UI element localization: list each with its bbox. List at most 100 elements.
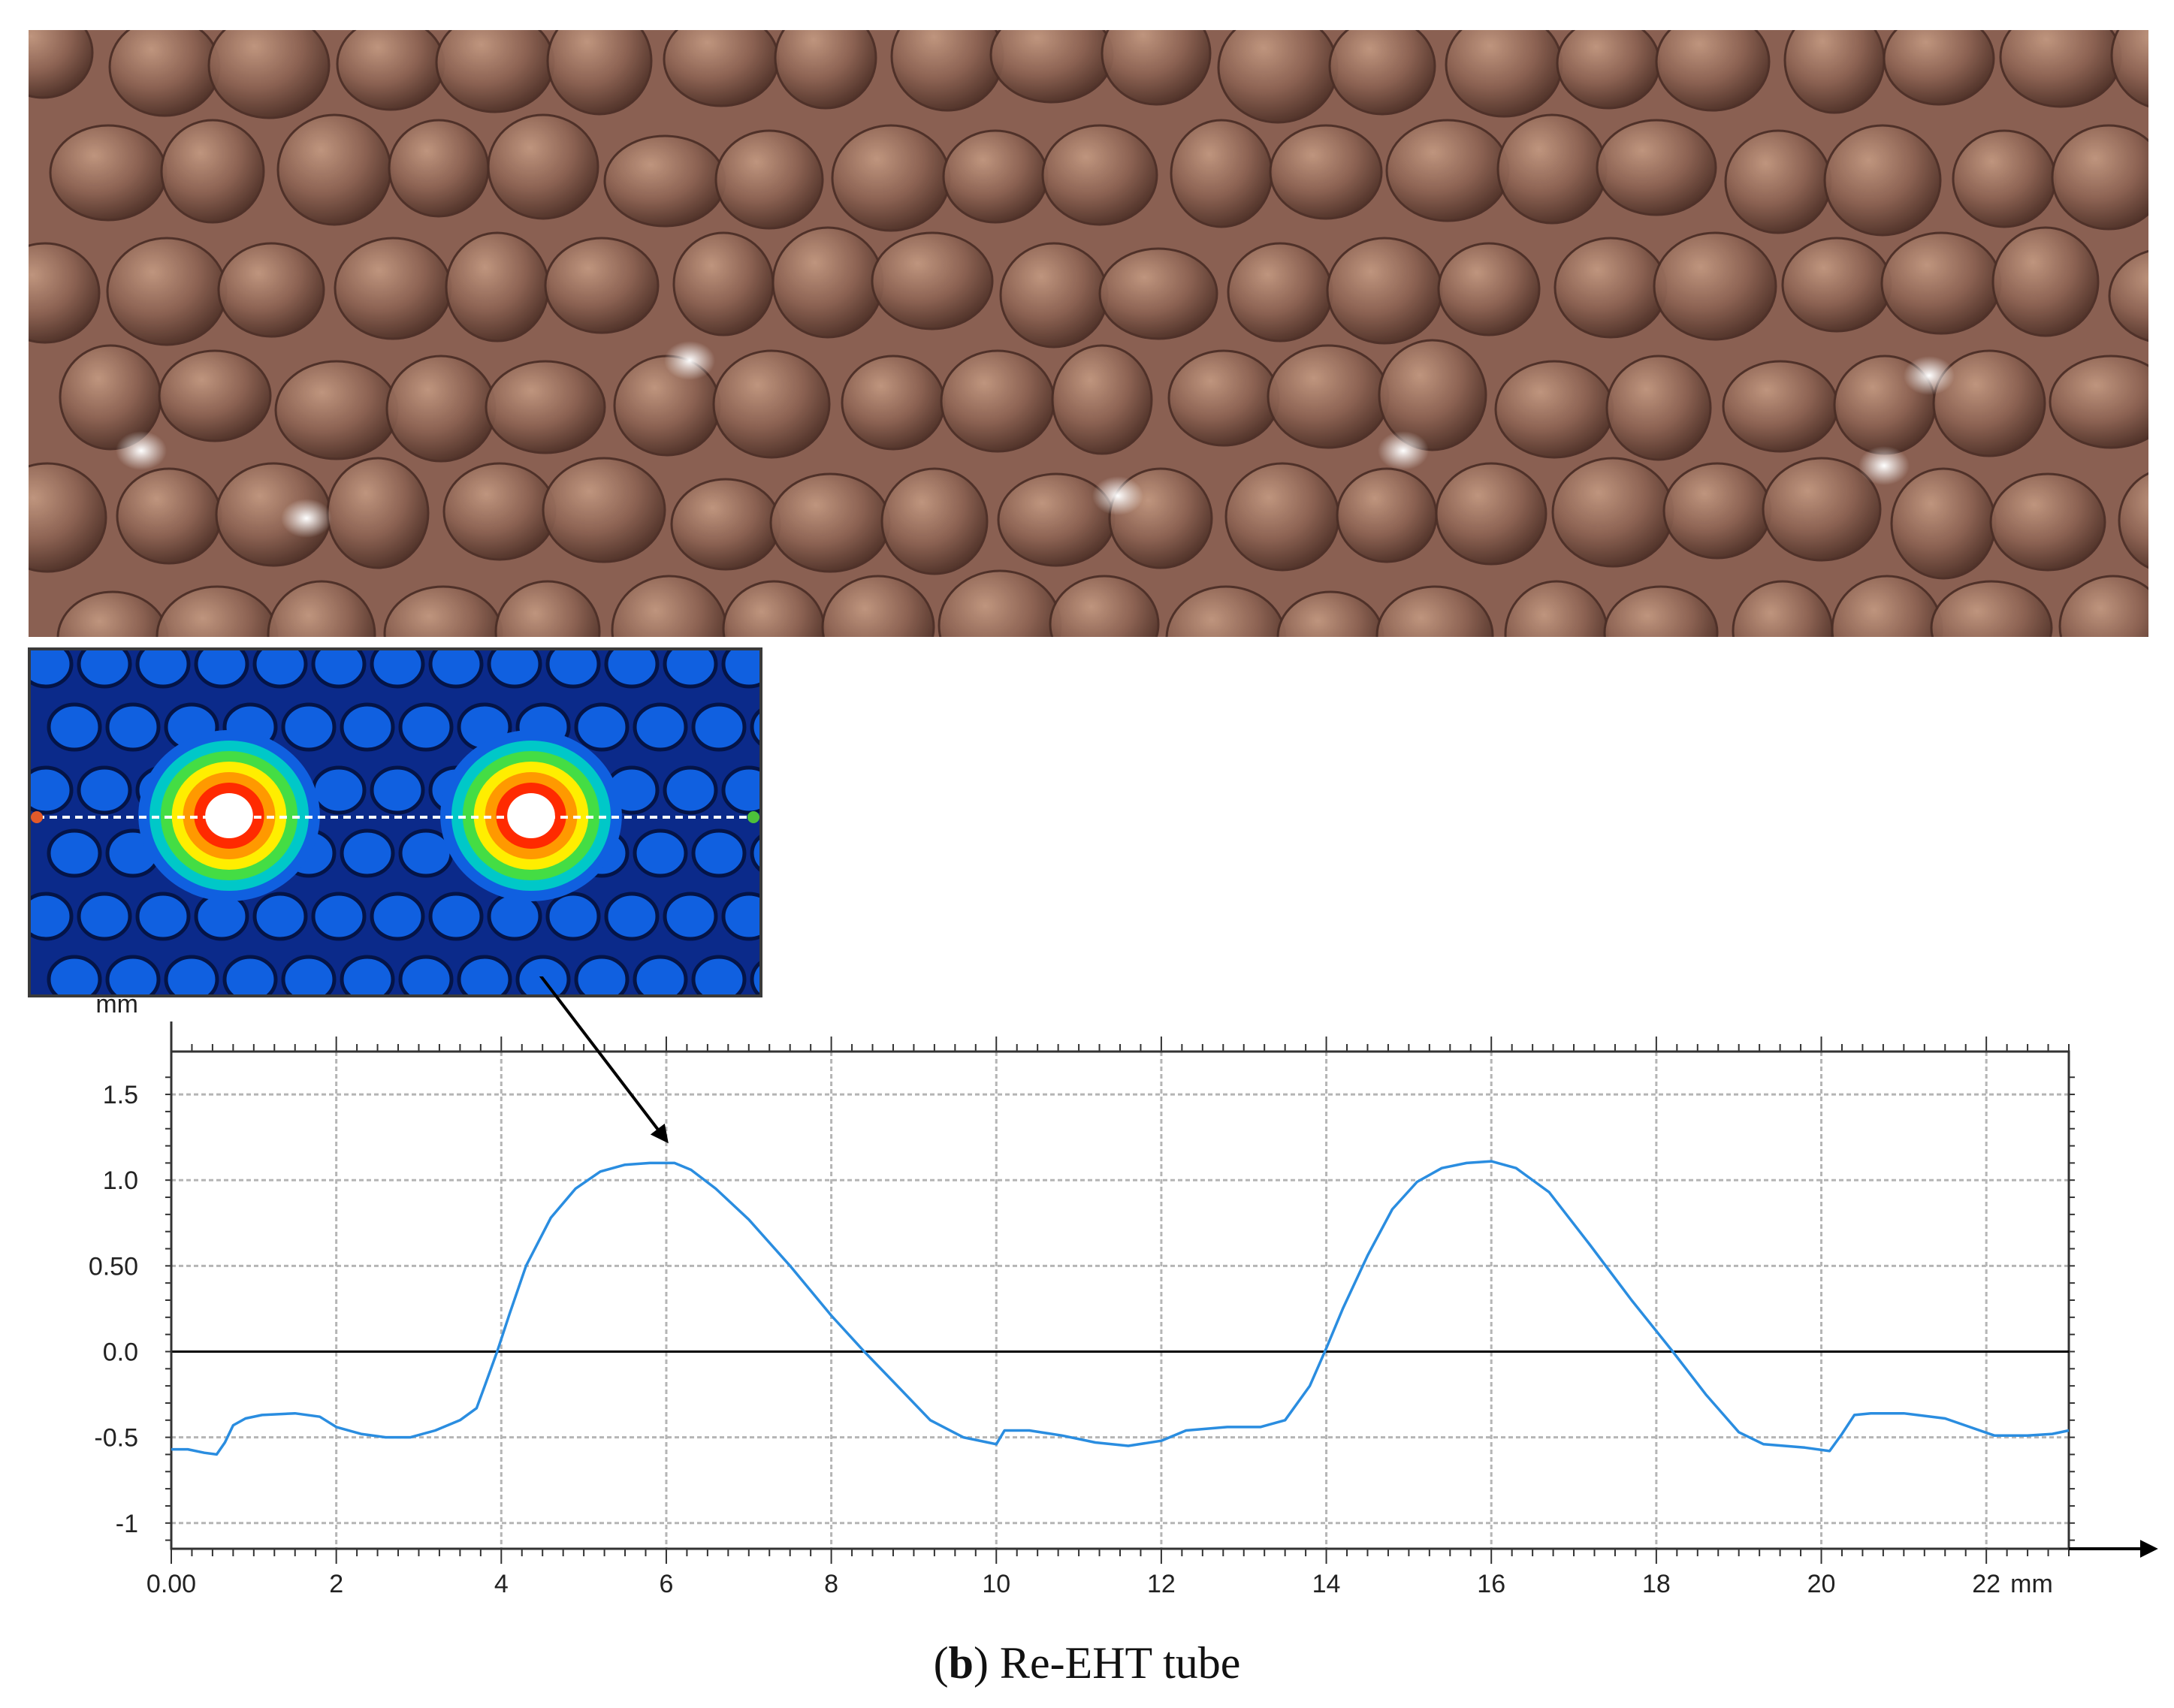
surface-photograph <box>29 30 2148 637</box>
surface-bubble <box>1098 247 1218 340</box>
heatmap-cell <box>340 702 395 752</box>
surface-bubble <box>1890 467 1997 580</box>
surface-bubble <box>1326 237 1443 345</box>
surface-bubble <box>487 113 599 220</box>
heatmap-cell <box>398 702 454 752</box>
surface-bubble <box>712 349 831 459</box>
surface-bubble <box>1496 113 1608 225</box>
profile-line <box>171 1160 2070 1456</box>
surface-bubble <box>1167 349 1280 447</box>
x-tick-label: 16 <box>1477 1570 1505 1598</box>
heatmap-cell <box>633 702 688 752</box>
heatmap-cell <box>574 955 630 994</box>
caption-text: ) Re-EHT tube <box>973 1638 1241 1688</box>
x-tick-label: 10 <box>982 1570 1010 1598</box>
surface-bubble <box>1883 30 1995 106</box>
heatmap-cell <box>663 650 718 689</box>
surface-bubble <box>714 129 824 230</box>
surface-bubble <box>841 355 946 451</box>
surface-bubble <box>1930 580 2053 637</box>
surface-bubble <box>1435 462 1547 566</box>
heatmap-peak-ring <box>507 793 555 838</box>
surface-bubble <box>1551 457 1674 568</box>
specular-highlight <box>281 499 332 538</box>
x-tick-label: 22 <box>1972 1570 2000 1598</box>
y-unit-label: mm <box>95 990 138 1018</box>
surface-bubble <box>158 349 272 442</box>
x-unit-label: mm <box>2010 1570 2053 1598</box>
heatmap-cell <box>691 702 747 752</box>
surface-bubble <box>274 360 399 460</box>
heatmap-cell <box>633 955 688 994</box>
surface-bubble <box>1276 590 1384 637</box>
surface-bubble <box>494 580 601 637</box>
surface-bubble <box>1049 575 1160 637</box>
surface-bubble <box>942 129 1049 224</box>
heatmap-cell <box>311 650 367 689</box>
surface-bubble <box>336 30 445 111</box>
heatmap-cell <box>47 702 102 752</box>
heatmap-cell <box>222 955 278 994</box>
heatmap-cell <box>428 892 484 941</box>
surface-bubble <box>326 457 430 569</box>
annotation-arrow <box>539 976 669 1144</box>
x-tick-label: 12 <box>1147 1570 1176 1598</box>
surface-bubble <box>774 30 877 110</box>
heatmap-cell <box>457 955 512 994</box>
heatmap-cell <box>77 765 132 815</box>
surface-bubble <box>2110 30 2148 108</box>
section-start-marker <box>31 811 43 823</box>
heatmap-cell <box>545 892 601 941</box>
surface-bubble <box>56 590 169 637</box>
surface-bubble <box>207 30 331 119</box>
surface-bubble <box>385 355 497 463</box>
surface-bubble <box>1989 472 2106 572</box>
heatmap-cell <box>340 955 395 994</box>
heatmap-cell <box>47 955 102 994</box>
surface-bubble <box>672 231 774 336</box>
heatmap-cell <box>604 892 660 941</box>
x-tick-label: 4 <box>494 1570 509 1598</box>
surface-bubble <box>1991 226 2100 337</box>
x-tick-label: 6 <box>659 1570 673 1598</box>
surface-bubble <box>1051 344 1153 455</box>
heatmap-cell <box>194 650 249 689</box>
surface-bubble <box>670 478 781 571</box>
surface-bubble <box>1267 344 1390 449</box>
y-tick-label: 1.0 <box>103 1166 138 1195</box>
surface-bubble <box>1336 467 1438 563</box>
y-tick-label: 0.50 <box>89 1252 138 1281</box>
surface-bubble <box>880 467 989 575</box>
surface-bubble <box>771 226 884 339</box>
surface-bubble <box>1041 124 1158 226</box>
x-tick-label: 8 <box>824 1570 838 1598</box>
surface-bubble <box>2118 472 2148 569</box>
surface-bubble <box>999 242 1109 349</box>
surface-bubble <box>485 360 606 454</box>
heatmap-cell <box>252 892 308 941</box>
heatmap-cell <box>515 955 571 994</box>
x-tick-label: 0.00 <box>146 1570 196 1598</box>
surface-bubble <box>2058 575 2148 637</box>
surface-bubble <box>1101 30 1212 106</box>
y-tick-label: -0.5 <box>94 1424 138 1453</box>
heatmap-cell <box>663 892 718 941</box>
surface-bubble <box>29 242 101 344</box>
heatmap-cell <box>135 650 191 689</box>
surface-bubble <box>1724 129 1832 234</box>
specular-highlight <box>664 341 715 380</box>
chart-grid <box>170 1052 2069 1549</box>
y-tick-label: -1 <box>116 1510 138 1538</box>
surface-bubble <box>1603 585 1719 637</box>
surface-bubble <box>2051 124 2148 231</box>
x-tick-label: 20 <box>1807 1570 1836 1598</box>
specular-highlight <box>1378 431 1429 470</box>
surface-bubble <box>217 242 325 338</box>
surface-bubble <box>116 467 222 565</box>
heatmap-cell <box>281 955 337 994</box>
heatmap-cell <box>721 650 759 689</box>
heatmap-cell <box>691 955 747 994</box>
heatmap-cell <box>105 702 161 752</box>
surface-bubble <box>1880 231 2002 335</box>
surface-bubble <box>831 124 951 232</box>
